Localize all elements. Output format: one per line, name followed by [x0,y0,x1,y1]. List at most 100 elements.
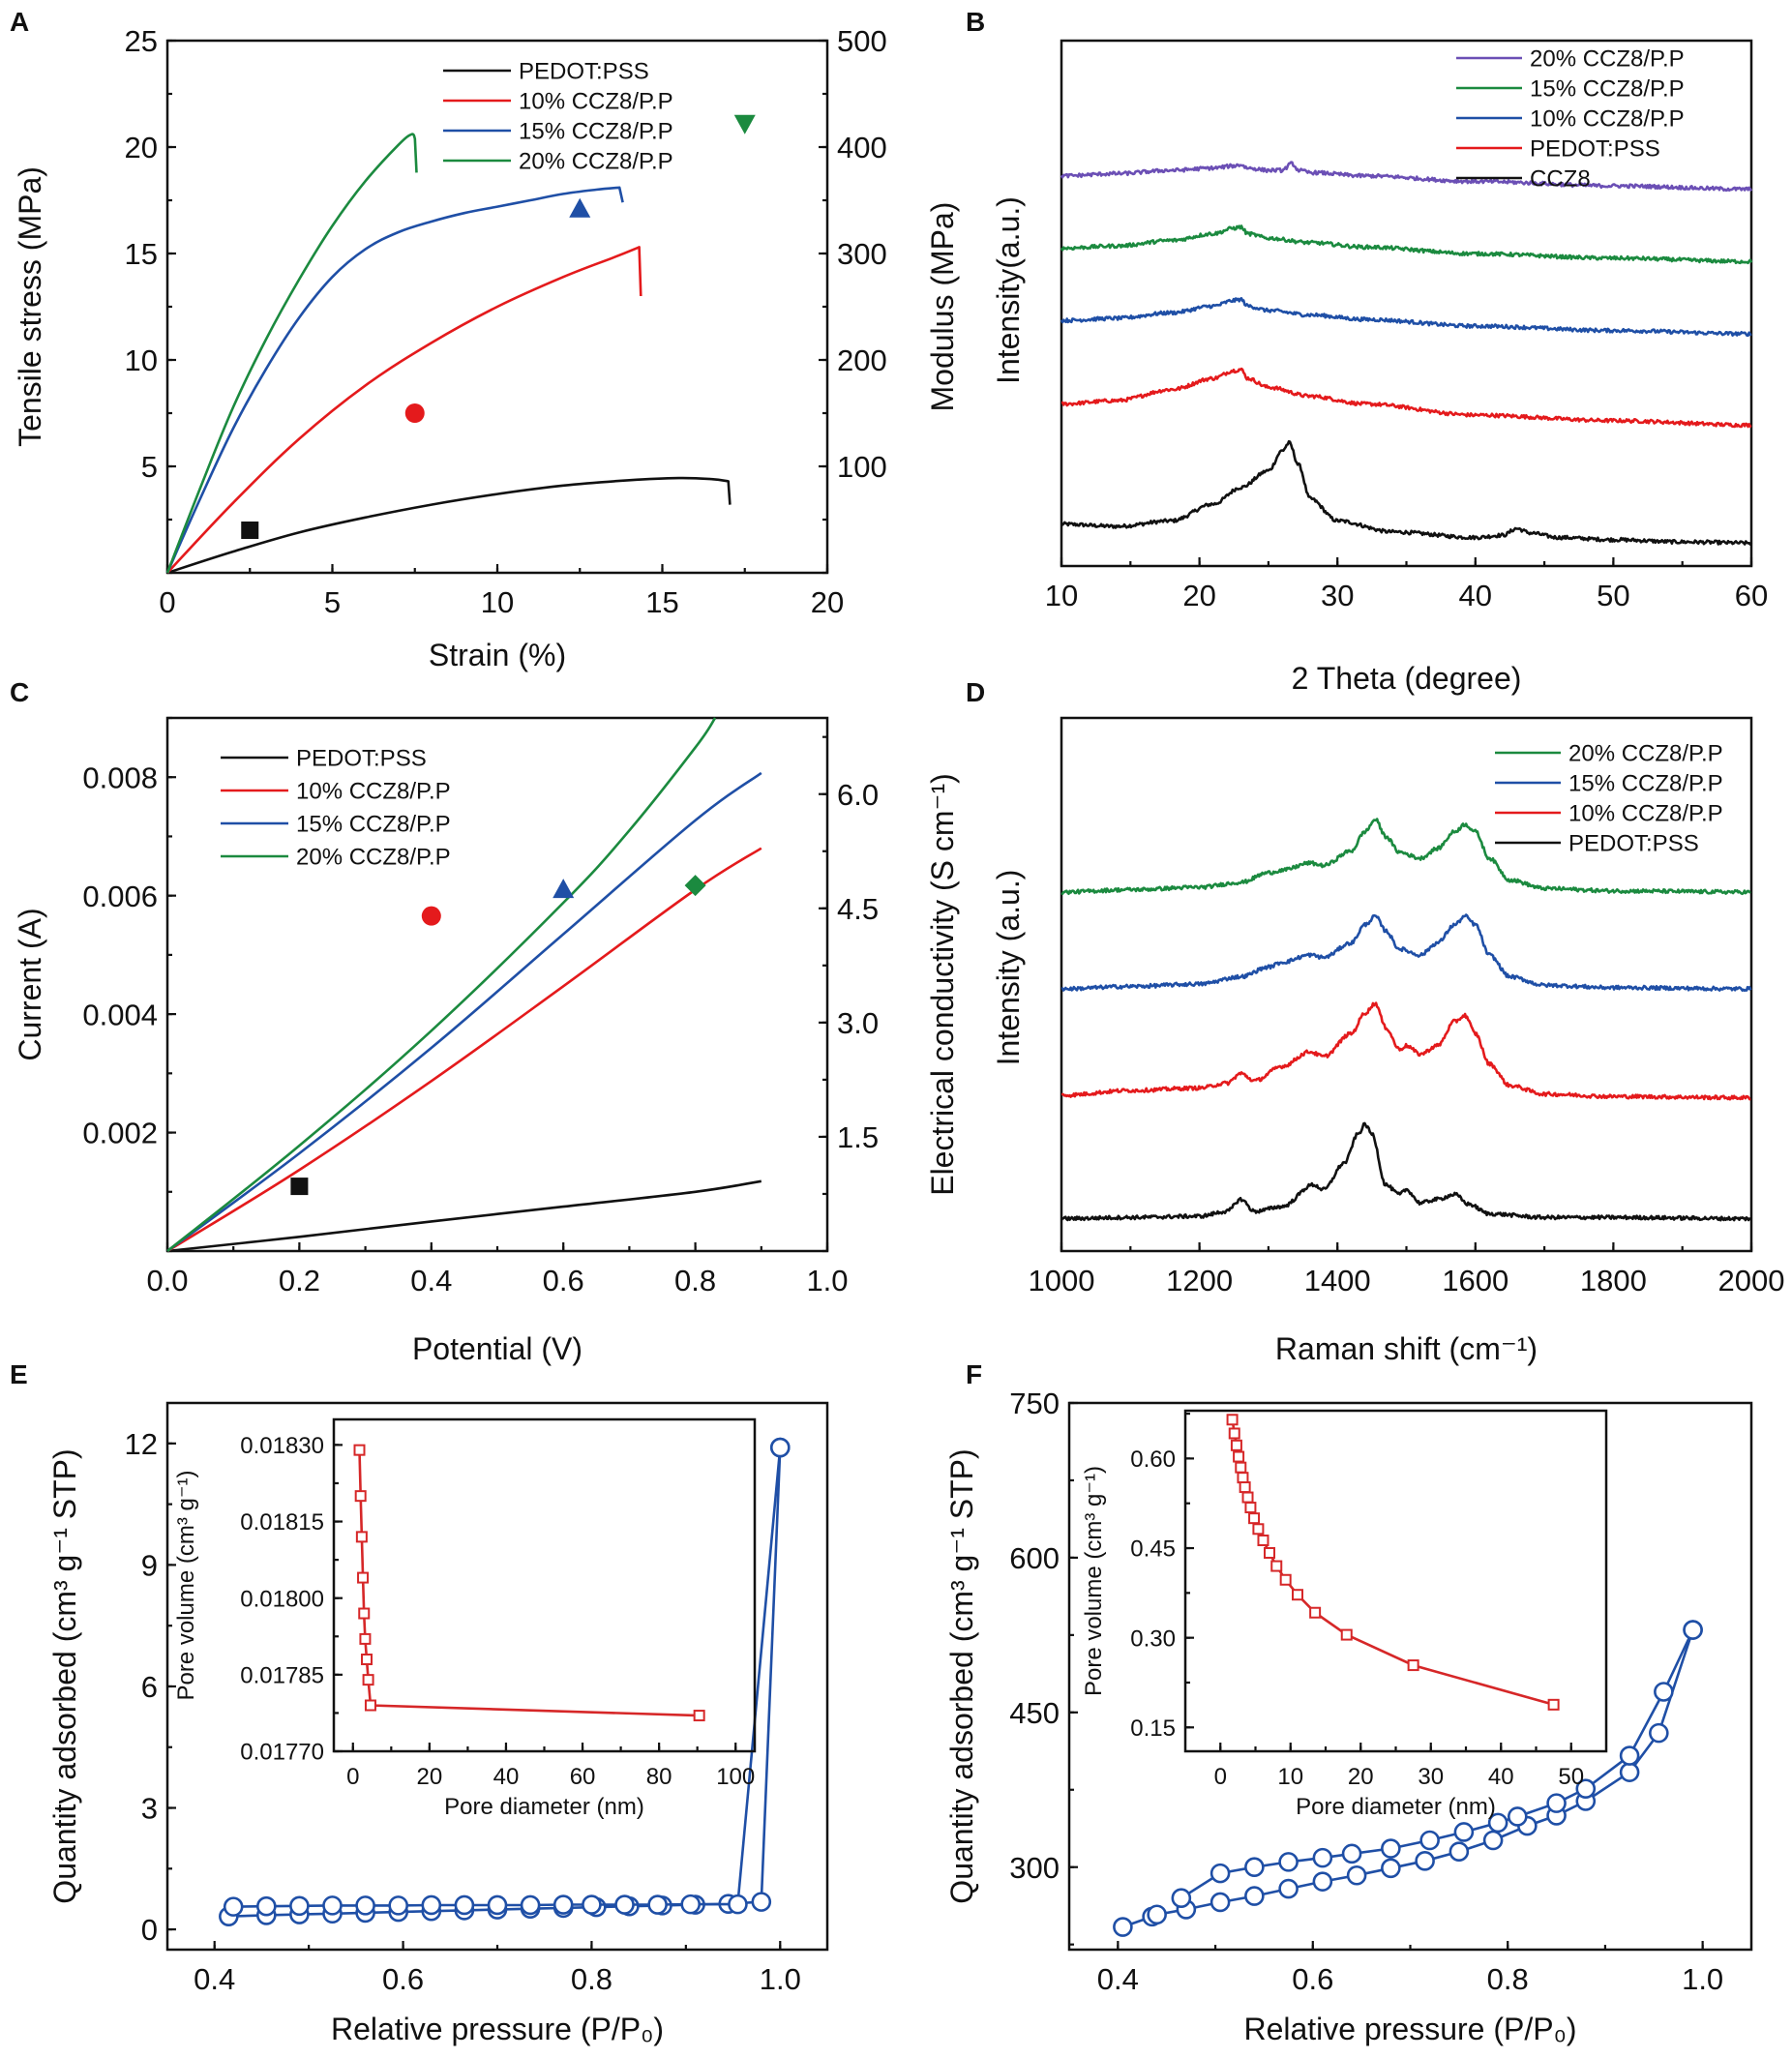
y-axis-tick-label: 0.004 [82,998,158,1031]
y-axis-tick-label: 0 [141,1913,158,1947]
y2-axis-title: Modulus (MPa) [925,202,960,412]
inset-x-axis-tick-label: 40 [493,1764,520,1790]
x-axis-tick-label: 20 [811,585,844,619]
panel-label: B [966,7,985,37]
legend-label: 15% CCZ8/P.P [1568,771,1723,797]
inset-y-axis-tick-label: 0.01770 [240,1740,324,1766]
x-axis-tick-label: 20 [1182,579,1215,612]
legend-label: 10% CCZ8/P.P [1530,106,1685,133]
x-axis-tick-label: 0.8 [674,1264,716,1297]
x-axis-title: Potential (V) [412,1331,582,1366]
series-line [166,847,762,1253]
inset-x-axis-tick-label: 40 [1488,1764,1514,1790]
inset-point [1248,1512,1261,1525]
y-axis-title: Current (A) [13,908,47,1060]
isotherm-point [1346,1864,1367,1886]
series-line [165,186,624,574]
x-axis-title: Strain (%) [429,638,566,672]
legend-label: 10% CCZ8/P.P [296,779,451,805]
isotherm-point [582,1894,602,1915]
y-axis-tick-label: 300 [1009,1851,1060,1885]
panel-label: E [10,1359,28,1389]
inset-point [361,1654,373,1666]
isotherm-point [520,1894,541,1916]
inset-point [358,1607,371,1620]
y-axis-tick-label: 0.006 [82,880,158,913]
x-axis-title: Relative pressure (P/P₀) [1243,2012,1576,2046]
inset-x-axis-tick-label: 10 [1277,1764,1303,1790]
y2-axis-tick-label: 300 [837,237,887,271]
isotherm-point [223,1896,244,1917]
inset-y-axis-title: Pore volume (cm³ g⁻¹) [1081,1466,1107,1696]
modulus-marker [733,114,756,134]
y-axis-tick-label: 450 [1009,1696,1060,1730]
y2-axis-tick-label: 100 [837,450,887,484]
legend-label: 20% CCZ8/P.P [519,149,673,175]
inset-point [1264,1546,1275,1559]
x-axis-tick-label: 2000 [1718,1264,1785,1297]
y2-axis-tick-label: 6.0 [837,778,879,812]
inset-point [359,1632,372,1645]
x-axis-tick-label: 0.8 [571,1962,612,1996]
y-axis-tick-label: 5 [141,450,158,484]
x-axis-tick-label: 0.2 [279,1264,320,1297]
inset-line [358,1449,700,1717]
plot-frame [1067,1401,1753,1952]
isotherm-point [1449,1841,1470,1863]
isotherm-point [289,1895,310,1917]
y2-axis-tick-label: 4.5 [837,892,879,926]
isotherm-point [255,1895,277,1917]
isotherm-point [751,1892,772,1912]
x-axis-tick-label: 40 [1459,579,1492,612]
isotherm-point [1113,1917,1133,1937]
isotherm-point [1487,1812,1508,1834]
inset-point [357,1571,370,1584]
series-line [166,1179,762,1253]
inset-point [693,1710,705,1722]
y-axis-tick-label: 600 [1009,1541,1060,1575]
x-axis-tick-label: 1600 [1442,1264,1508,1297]
isotherm-point [388,1895,409,1916]
isotherm-point [1683,1620,1703,1640]
inset-point [1244,1502,1257,1514]
y-axis-title: Intensity (a.u.) [991,870,1026,1066]
y-axis-tick-label: 25 [125,24,158,58]
isotherm-point [1419,1830,1440,1851]
y-axis-tick-label: 9 [141,1549,158,1583]
inset-x-axis-tick-label: 20 [417,1764,443,1790]
x-axis-tick-label: 1000 [1029,1264,1095,1297]
isotherm-point [1546,1793,1567,1813]
x-axis-title: Raman shift (cm⁻¹) [1275,1331,1538,1366]
series-line [1060,161,1753,193]
isotherm-point [1619,1762,1640,1782]
legend-label: 15% CCZ8/P.P [1530,76,1685,103]
inset-point [1279,1573,1292,1586]
modulus-marker [241,522,259,539]
series-line [166,717,717,1253]
panel-a: A 0 5 10 15 20 5 10 15 20 25 100 200 300 400 500 Strain … [10,7,960,672]
inset-x-axis-title: Pore diameter (nm) [1296,1794,1496,1820]
isotherm-point [454,1894,475,1916]
inset-point [1309,1606,1322,1619]
x-axis-tick-label: 0.6 [382,1962,424,1996]
inset-point [1235,1461,1247,1474]
x-axis-tick-label: 1200 [1166,1264,1233,1297]
series-line [166,771,762,1253]
legend-label: 15% CCZ8/P.P [296,812,451,838]
series-line [1060,1121,1751,1222]
isotherm-point [487,1894,508,1916]
y2-axis-tick-label: 3.0 [837,1006,879,1040]
x-axis-tick-label: 10 [1045,579,1078,612]
x-axis-tick-label: 0 [159,585,175,619]
x-axis-tick-label: 0.0 [146,1264,188,1297]
x-axis-tick-label: 1400 [1304,1264,1371,1297]
isotherm-point [1482,1830,1504,1851]
conductivity-marker [553,879,575,899]
isotherm-point [355,1895,375,1916]
isotherm-point [1278,1878,1299,1899]
isotherm-point [769,1437,791,1458]
x-axis-tick-label: 0.4 [1097,1962,1139,1996]
inset-point [355,1531,368,1543]
inset-point [1547,1698,1560,1711]
